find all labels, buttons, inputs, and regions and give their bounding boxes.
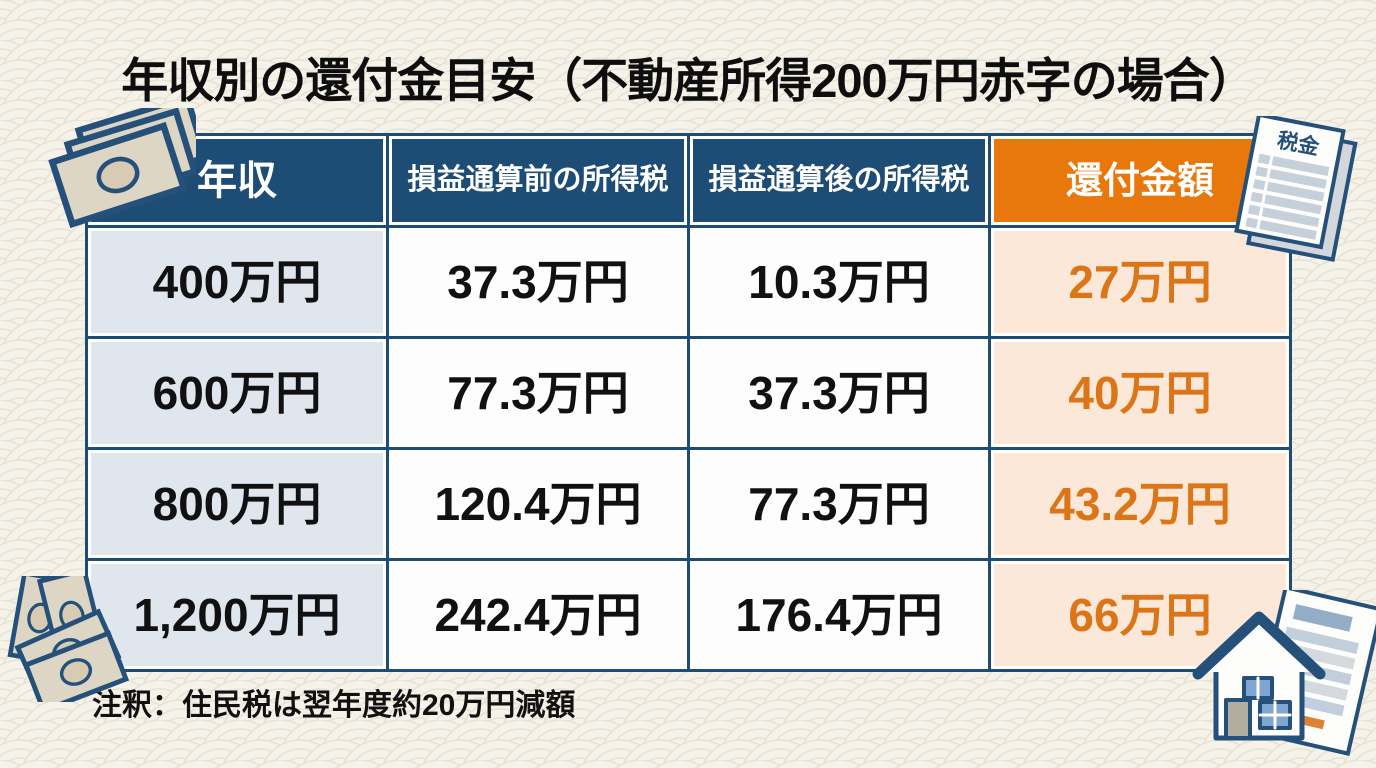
refund-cell: 66万円	[991, 561, 1289, 669]
refund-table: 年収 損益通算前の所得税 損益通算後の所得税 還付金額 400万円 37.3万円…	[85, 133, 1292, 672]
header-cell-tax-before: 損益通算前の所得税	[389, 136, 687, 225]
footnote: 注釈：住民税は翌年度約20万円減額	[92, 689, 576, 722]
refund-cell: 40万円	[991, 339, 1289, 447]
header-cell-tax-after: 損益通算後の所得税	[690, 136, 988, 225]
banknotes-icon	[44, 108, 196, 242]
income-cell: 1,200万円	[88, 561, 386, 669]
tax-after-cell: 77.3万円	[690, 450, 988, 558]
tax-before-cell: 37.3万円	[389, 228, 687, 336]
tax-before-cell: 242.4万円	[389, 561, 687, 669]
house-document-icon	[1192, 590, 1376, 756]
tax-document-icon: 税金	[1234, 116, 1358, 262]
page-title: 年収別の還付金目安（不動産所得200万円赤字の場合）	[121, 54, 1255, 107]
refund-cell: 27万円	[991, 228, 1289, 336]
income-cell: 400万円	[88, 228, 386, 336]
tax-after-cell: 176.4万円	[690, 561, 988, 669]
income-cell: 600万円	[88, 339, 386, 447]
tax-after-cell: 10.3万円	[690, 228, 988, 336]
refund-cell: 43.2万円	[991, 450, 1289, 558]
income-cell: 800万円	[88, 450, 386, 558]
tax-before-cell: 77.3万円	[389, 339, 687, 447]
house-icon	[1192, 611, 1326, 741]
tax-before-cell: 120.4万円	[389, 450, 687, 558]
banknotes-icon	[6, 576, 132, 702]
tax-after-cell: 37.3万円	[690, 339, 988, 447]
